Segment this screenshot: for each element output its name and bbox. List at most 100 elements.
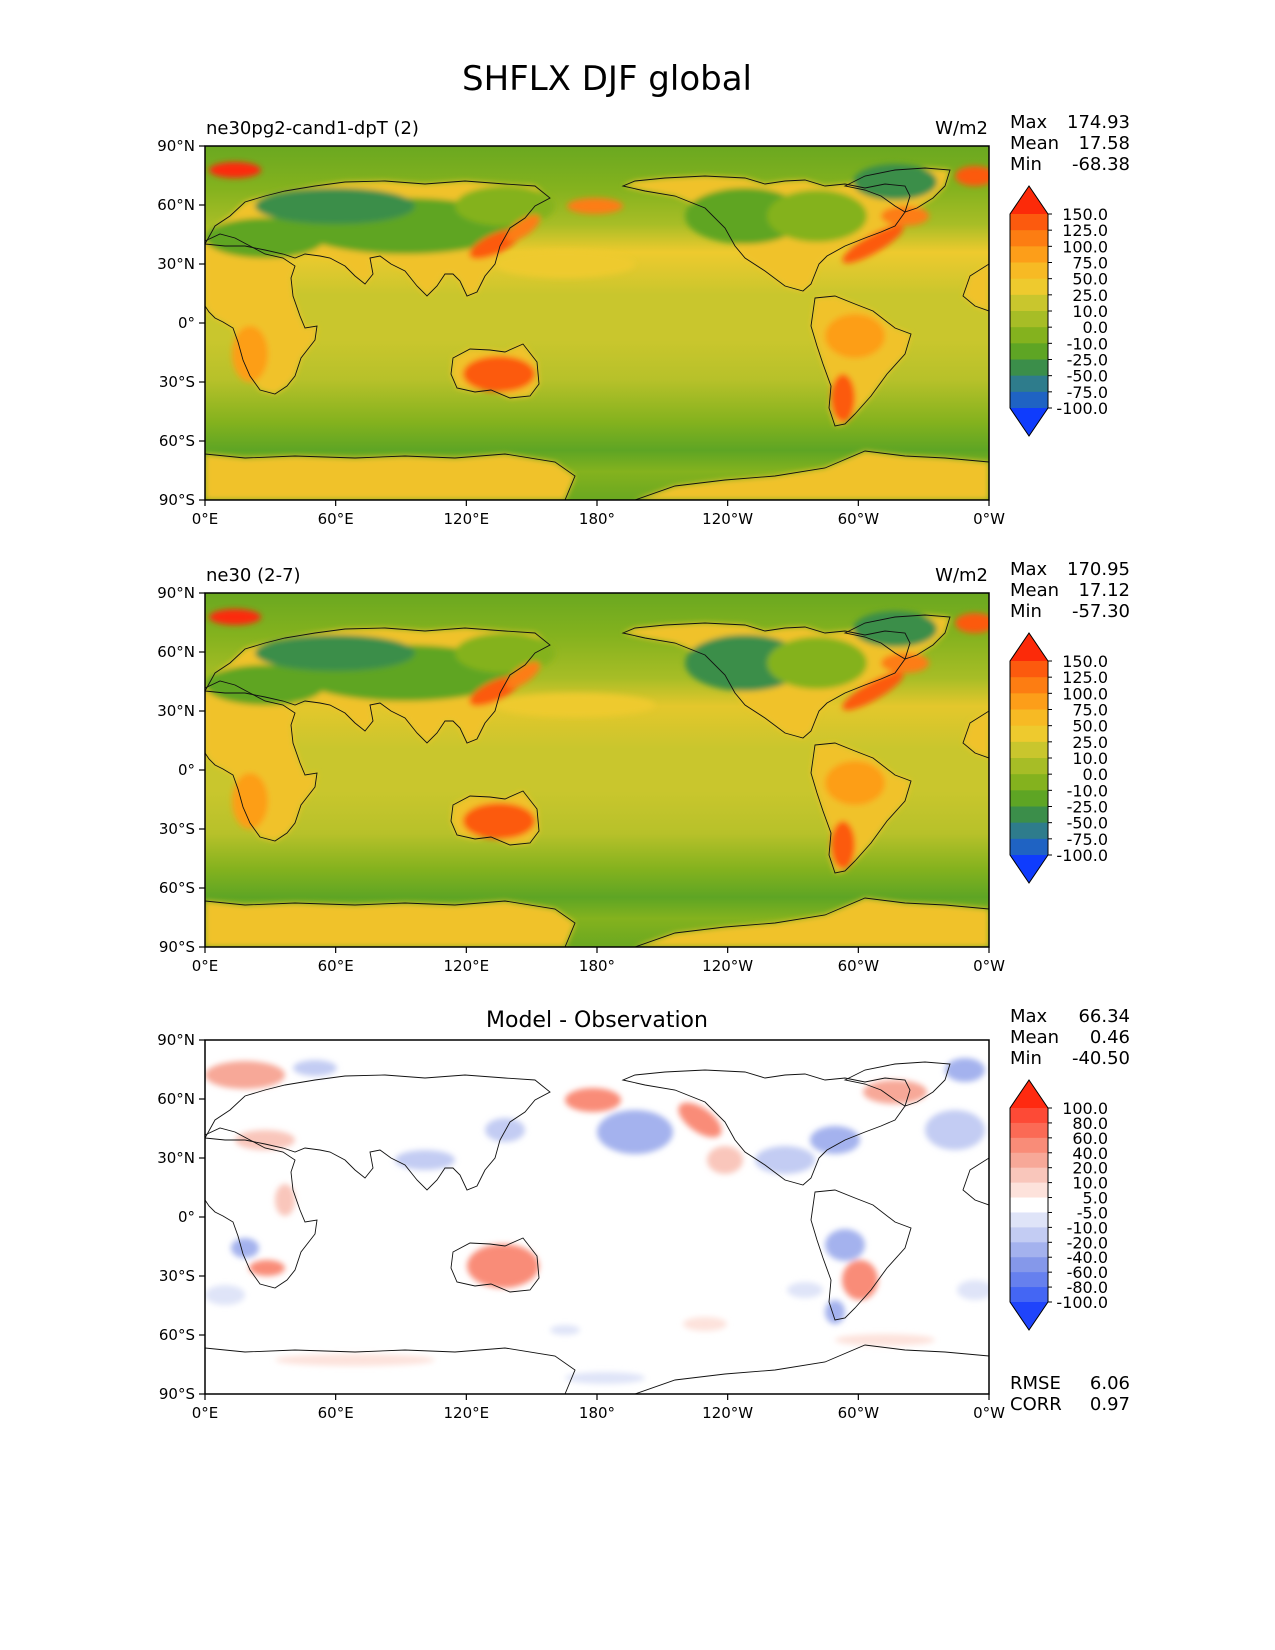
stat-max-value: 174.93 <box>1067 112 1130 133</box>
colorbar-segment <box>1010 375 1048 393</box>
colorbar-label: -75.0 <box>1067 830 1108 849</box>
stat-max-label: Max <box>1010 1006 1048 1027</box>
colorbar-segment <box>1010 1167 1048 1184</box>
stat-max-value: 66.34 <box>1078 1006 1130 1027</box>
x-tick-label: 0°W <box>973 957 1005 975</box>
stats-model: Max 174.93 Mean 17.58 Min -68.38 <box>1010 112 1130 175</box>
map-reference <box>204 592 990 948</box>
colorbar-segment <box>1010 1197 1048 1213</box>
colorbar-segment <box>1010 661 1048 678</box>
colorbar-extend-max <box>1010 633 1048 661</box>
panel-units-model: W/m2 <box>935 118 988 139</box>
colorbar-segment <box>1010 1257 1048 1273</box>
colorbar-label: 50.0 <box>1072 270 1108 289</box>
y-tick-label: 60°S <box>159 1326 195 1344</box>
y-tick-label: 60°N <box>157 1090 195 1108</box>
map-model <box>204 145 990 501</box>
colorbar-label: 100.0 <box>1062 237 1108 256</box>
x-tick-label: 120°E <box>444 1404 490 1422</box>
colorbar-label: 40.0 <box>1072 1144 1108 1163</box>
colorbar-segment <box>1010 214 1048 231</box>
colorbar-label: 0.0 <box>1083 318 1108 337</box>
x-tick-label: 0°W <box>973 510 1005 528</box>
colorbar-segment <box>1010 693 1048 710</box>
colorbar-segment <box>1010 294 1048 312</box>
stat-min-label: Min <box>1010 154 1042 175</box>
panel-reference: ne30 (2-7) W/m2 Max 170.95 Mean 17.12 Mi… <box>157 559 1130 975</box>
colorbar-label: -75.0 <box>1067 383 1108 402</box>
colorbar-segment <box>1010 758 1048 775</box>
y-axis-reference: 90°N 60°N 30°N 0° 30°S 60°S 90°S <box>157 584 205 956</box>
panel-title-model: ne30pg2-cand1-dpT (2) <box>206 118 419 139</box>
y-tick-label: 60°N <box>157 196 195 214</box>
panel-difference: Model - Observation Max 66.34 Mean 0.46 … <box>157 1006 1130 1422</box>
y-tick-label: 90°N <box>157 584 195 602</box>
colorbar-segment <box>1010 1152 1048 1169</box>
stat-min-value: -57.30 <box>1072 601 1130 622</box>
colorbar-segment <box>1010 725 1048 743</box>
corr-label: CORR <box>1010 1394 1062 1415</box>
colorbar-label: 60.0 <box>1072 1129 1108 1148</box>
colorbar-label: 0.0 <box>1083 765 1108 784</box>
y-tick-label: 30°S <box>159 373 195 391</box>
y-tick-label: 30°N <box>157 702 195 720</box>
x-tick-label: 0°W <box>973 1404 1005 1422</box>
y-axis-model: 90°N 60°N 30°N 0° 30°S 60°S 90°S <box>157 137 205 509</box>
colorbar-segment <box>1010 741 1048 759</box>
colorbar-label: -40.0 <box>1067 1248 1108 1267</box>
x-axis-reference: 0°E 60°E 120°E 180° 120°W 60°W 0°W <box>192 947 1005 975</box>
colorbar-label: -25.0 <box>1067 351 1108 370</box>
colorbar-segment <box>1010 246 1048 263</box>
rmse-label: RMSE <box>1010 1373 1061 1394</box>
colorbar-segment <box>1010 1227 1048 1243</box>
y-tick-label: 60°N <box>157 643 195 661</box>
rmse-value: 6.06 <box>1090 1373 1130 1394</box>
colorbar-segment <box>1010 230 1048 247</box>
colorbar-extend-max <box>1010 1080 1048 1108</box>
colorbar-segment <box>1010 1182 1048 1199</box>
map-difference <box>204 1039 990 1395</box>
colorbar-segment <box>1010 1137 1048 1154</box>
colorbar-label: 75.0 <box>1072 701 1108 720</box>
colorbar-label: -50.0 <box>1067 814 1108 833</box>
y-tick-label: 90°N <box>157 137 195 155</box>
colorbar-segment <box>1010 278 1048 296</box>
colorbar-segment <box>1010 311 1048 328</box>
colorbar-label: -60.0 <box>1067 1263 1108 1282</box>
y-tick-label: 30°N <box>157 1149 195 1167</box>
stat-min-value: -68.38 <box>1072 154 1130 175</box>
corr-value: 0.97 <box>1090 1394 1130 1415</box>
colorbar-label: 20.0 <box>1072 1159 1108 1178</box>
colorbar-label: -10.0 <box>1067 334 1108 353</box>
colorbar-segment <box>1010 774 1048 791</box>
stat-min-label: Min <box>1010 601 1042 622</box>
colorbar-label: -50.0 <box>1067 367 1108 386</box>
x-tick-label: 120°W <box>702 510 753 528</box>
stat-mean-label: Mean <box>1010 1027 1059 1048</box>
colorbar-label: 10.0 <box>1072 302 1108 321</box>
colorbar-segment <box>1010 391 1048 409</box>
colorbar-extend-min <box>1010 855 1048 883</box>
stat-max-label: Max <box>1010 559 1048 580</box>
y-tick-label: 0° <box>178 761 195 779</box>
stat-mean-label: Mean <box>1010 133 1059 154</box>
x-tick-label: 60°E <box>318 957 354 975</box>
colorbar-segment <box>1010 1212 1048 1228</box>
x-tick-label: 60°E <box>318 1404 354 1422</box>
colorbar-label: 80.0 <box>1072 1114 1108 1133</box>
colorbar-segment <box>1010 790 1048 807</box>
colorbar-segment <box>1010 838 1048 856</box>
colorbar-label: 50.0 <box>1072 717 1108 736</box>
colorbar-difference: 100.080.060.040.020.010.05.0-5.0-10.0-20… <box>1009 1079 1108 1331</box>
colorbar-label: -5.0 <box>1077 1203 1108 1222</box>
y-tick-label: 30°S <box>159 820 195 838</box>
colorbar-label: 100.0 <box>1062 684 1108 703</box>
colorbar-label: 75.0 <box>1072 254 1108 273</box>
colorbar-label: -80.0 <box>1067 1278 1108 1297</box>
y-tick-label: 90°S <box>159 938 195 956</box>
stat-max-label: Max <box>1010 112 1048 133</box>
x-tick-label: 0°E <box>192 957 219 975</box>
colorbar-label: 5.0 <box>1083 1189 1108 1208</box>
colorbar-label: 125.0 <box>1062 221 1108 240</box>
